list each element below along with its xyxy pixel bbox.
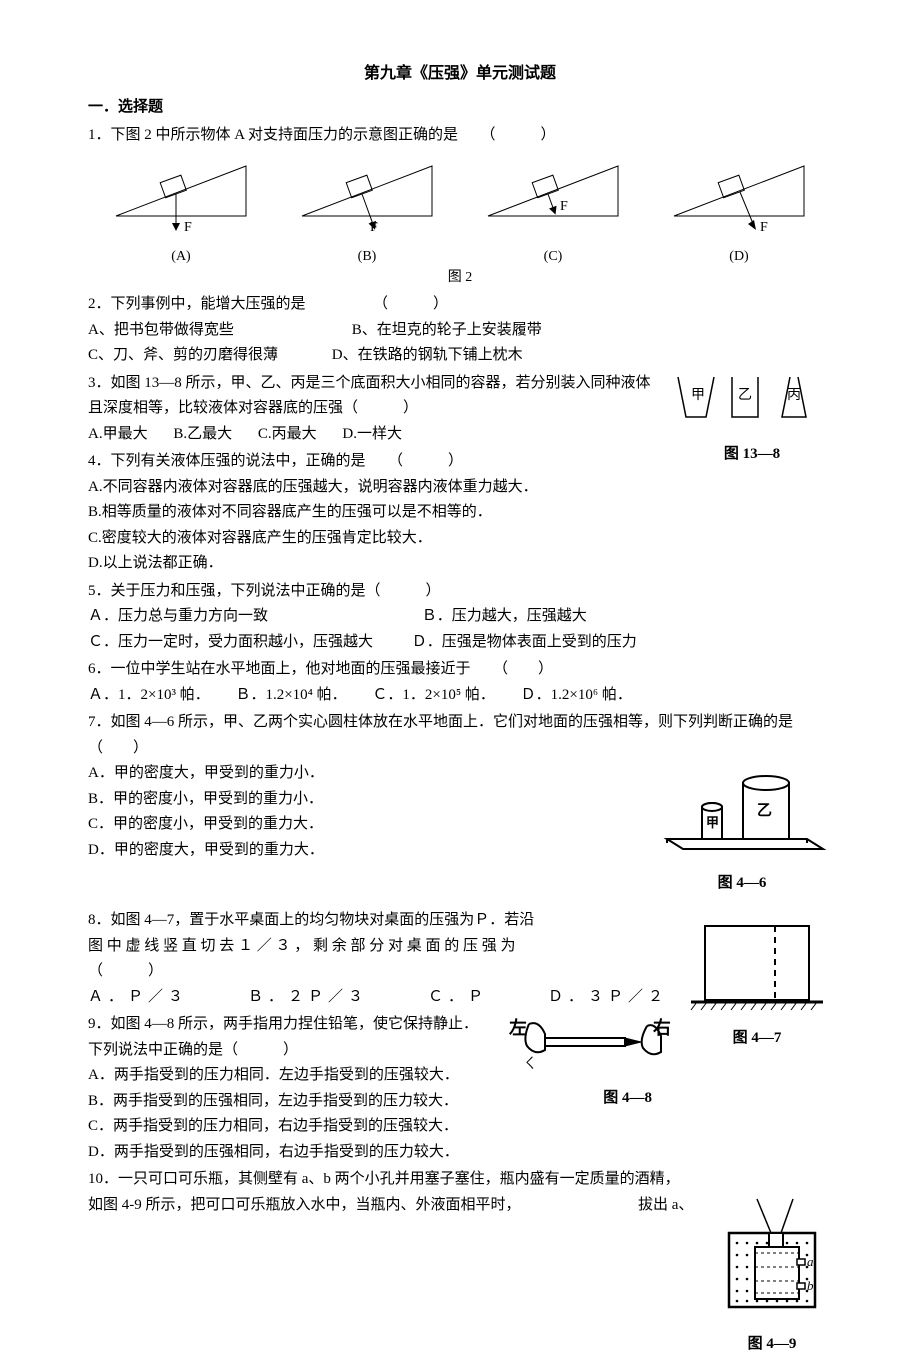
q4-d: D.以上说法都正确． xyxy=(88,551,832,577)
q5-a: Ａ．压力总与重力方向一致 xyxy=(88,604,418,630)
svg-text:ㄑ: ㄑ xyxy=(523,1057,537,1072)
question-1: 1．下图 2 中所示物体 A 对支持面压力的示意图正确的是 （ ） xyxy=(88,123,832,149)
fig13-8-caption: 图 13—8 xyxy=(672,442,832,468)
q4-c: C.密度较大的液体对容器底产生的压强肯定比较大． xyxy=(88,526,832,552)
diagram-incline-d: F xyxy=(664,156,814,234)
q5-row2: Ｃ．压力一定时，受力面积越小，压强越大 Ｄ．压强是物体表面上受到的压力 xyxy=(88,630,832,656)
question-6: 6．一位中学生站在水平地面上，他对地面的压强最接近于 （ ） xyxy=(88,657,832,683)
svg-text:左: 左 xyxy=(509,1017,527,1038)
q2-d: D、在铁路的钢轨下铺上枕木 xyxy=(332,347,523,363)
q7-d: D．甲的密度大，甲受到的重力大． xyxy=(88,838,652,864)
q4-b: B.相等质量的液体对不同容器底产生的压强可以是不相等的． xyxy=(88,500,832,526)
fig4-9-caption: 图 4—9 xyxy=(712,1332,832,1358)
figure-4-8: 左 右 ㄑ 图 4—8 xyxy=(502,1016,672,1111)
q9-c: C．两手指受到的压力相同，右边手指受到的压强较大． xyxy=(88,1114,832,1140)
fig4-8-caption: 图 4—8 xyxy=(502,1086,672,1112)
q2-b: B、在坦克的轮子上安装履带 xyxy=(352,322,542,338)
q7-a: A．甲的密度大，甲受到的重力小． xyxy=(88,761,652,787)
fig4-6-caption: 图 4—6 xyxy=(652,871,832,897)
q3-a: A.甲最大 xyxy=(88,422,148,448)
question-2: 2．下列事例中，能增大压强的是 （ ） xyxy=(88,292,832,318)
fig2-a: F (A) xyxy=(88,156,274,268)
figure-2-caption: 图 2 xyxy=(88,266,832,290)
q5-b: Ｂ．压力越大，压强越大 xyxy=(422,608,587,624)
diagram-incline-c: F xyxy=(478,156,628,234)
question-5: 5．关于压力和压强，下列说法中正确的是（ ） xyxy=(88,579,832,605)
figure-4-9: a b 图 4—9 xyxy=(712,1193,832,1358)
q6-choices: Ａ．1．2×10³ 帕． Ｂ．1.2×10⁴ 帕． Ｃ．1．2×10⁵ 帕． Ｄ… xyxy=(88,683,832,709)
diagram-incline-b: F xyxy=(292,156,442,234)
figure-4-7: 图 4—7 xyxy=(682,916,832,1051)
q3-b: B.乙最大 xyxy=(173,422,232,448)
q10-line2b: 拔出 a、 xyxy=(638,1197,693,1213)
diagram-incline-a: F xyxy=(106,156,256,234)
q2-choice-row1: A、把书包带做得宽些 B、在坦克的轮子上安装履带 xyxy=(88,318,832,344)
q4-a: A.不同容器内液体对容器底的压强越大，说明容器内液体重力越大． xyxy=(88,475,832,501)
svg-text:b: b xyxy=(807,1278,814,1293)
force-label: F xyxy=(560,199,568,214)
fig2-label-d: (D) xyxy=(646,245,832,269)
q7-c: C．甲的密度小，甲受到的重力大． xyxy=(88,812,652,838)
svg-text:a: a xyxy=(807,1254,814,1269)
fig2-c: F (C) xyxy=(460,156,646,268)
q6-d: Ｄ．1.2×10⁶ 帕． xyxy=(521,683,632,709)
q9-b: B．两手指受到的压强相同，左边手指受到的压力较大． xyxy=(88,1089,832,1115)
q2-choice-row2: C、刀、斧、剪的刃磨得很薄 D、在铁路的钢轨下铺上枕木 xyxy=(88,343,832,369)
q2-c: C、刀、斧、剪的刃磨得很薄 xyxy=(88,343,328,369)
figure-13-8: 甲 乙 丙 图 13—8 xyxy=(672,373,832,468)
q5-c: Ｃ．压力一定时，受力面积越小，压强越大 xyxy=(88,630,408,656)
page-title: 第九章《压强》单元测试题 xyxy=(88,60,832,87)
figure-2-row: F (A) F (B) F (C) xyxy=(88,156,832,268)
force-label: F xyxy=(184,220,192,234)
pencil-svg: 左 右 ㄑ xyxy=(505,1016,670,1076)
svg-text:甲: 甲 xyxy=(691,388,705,403)
fig2-d: F (D) xyxy=(646,156,832,268)
containers-svg: 甲 乙 丙 xyxy=(672,373,832,423)
svg-text:甲: 甲 xyxy=(706,815,719,830)
force-label: F xyxy=(760,220,768,234)
q10-line2a: 如图 4-9 所示，把可口可乐瓶放入水中，当瓶内、外液面相平时， xyxy=(88,1197,521,1213)
q3-d: D.一样大 xyxy=(342,422,402,448)
section-heading: 一．选择题 xyxy=(88,95,832,121)
q2-a: A、把书包带做得宽些 xyxy=(88,318,348,344)
fig2-label-a: (A) xyxy=(88,245,274,269)
q3-c: C.丙最大 xyxy=(258,422,317,448)
question-7: 7．如图 4—6 所示，甲、乙两个实心圆柱体放在水平地面上．它们对地面的压强相等… xyxy=(88,710,832,761)
svg-text:乙: 乙 xyxy=(757,803,772,819)
fig2-label-c: (C) xyxy=(460,245,646,269)
svg-text:乙: 乙 xyxy=(738,387,752,403)
fig2-label-b: (B) xyxy=(274,245,460,269)
fig4-7-caption: 图 4—7 xyxy=(682,1026,832,1052)
q6-c: Ｃ．1．2×10⁵ 帕． xyxy=(372,683,494,709)
figure-4-6: 甲 乙 图 4—6 xyxy=(652,761,832,896)
question-10-line1: 10．一只可口可乐瓶，其侧壁有 a、b 两个小孔并用塞子塞住，瓶内盛有一定质量的… xyxy=(88,1167,832,1193)
svg-text:丙: 丙 xyxy=(787,388,801,403)
block-svg xyxy=(687,916,827,1016)
fig2-b: F (B) xyxy=(274,156,460,268)
q6-b: Ｂ．1.2×10⁴ 帕． xyxy=(235,683,346,709)
q5-row1: Ａ．压力总与重力方向一致 Ｂ．压力越大，压强越大 xyxy=(88,604,832,630)
q6-a: Ａ．1．2×10³ 帕． xyxy=(88,683,210,709)
q9-d: D．两手指受到的压强相同，右边手指受到的压力较大． xyxy=(88,1140,832,1166)
q9-a: A．两手指受到的压力相同．左边手指受到的压强较大． xyxy=(88,1063,832,1089)
q7-b: B．甲的密度小，甲受到的重力小． xyxy=(88,787,652,813)
force-label: F xyxy=(370,220,378,234)
cylinders-svg: 甲 乙 xyxy=(657,761,827,861)
q5-d: Ｄ．压强是物体表面上受到的压力 xyxy=(412,634,637,650)
bottle-svg: a b xyxy=(717,1193,827,1323)
